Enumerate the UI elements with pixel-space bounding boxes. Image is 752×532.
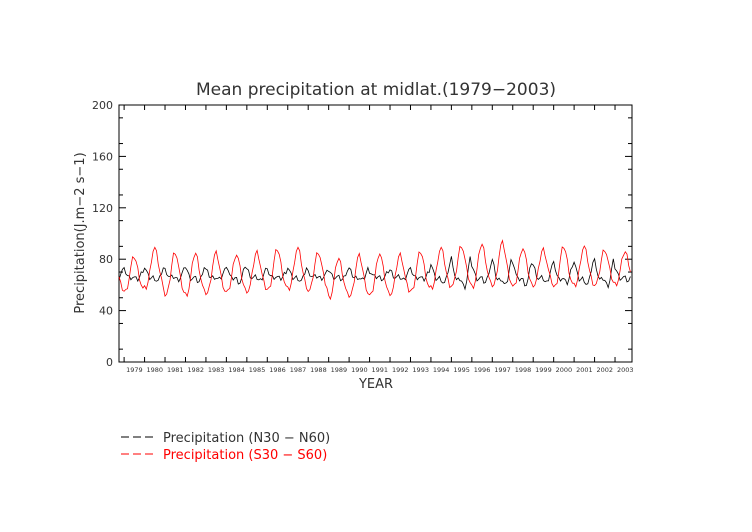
x-tick-label: 1993 — [412, 366, 429, 374]
plot-frame — [118, 104, 633, 363]
y-tick-label: 200 — [92, 99, 113, 112]
y-tick-label: 120 — [92, 202, 113, 215]
x-tick-label: 1981 — [167, 366, 184, 374]
x-tick-label: 1998 — [515, 366, 532, 374]
x-tick-label: 2001 — [576, 366, 593, 374]
x-tick-label: 1995 — [453, 366, 470, 374]
x-tick-label: 2003 — [617, 366, 634, 374]
x-tick-label: 1988 — [310, 366, 327, 374]
y-tick-label: 40 — [99, 305, 113, 318]
x-tick-label: 2000 — [556, 366, 573, 374]
legend-label-north: Precipitation (N30 − N60) — [163, 431, 330, 446]
x-tick-label: 1979 — [126, 366, 143, 374]
series-lines — [118, 239, 631, 301]
x-tick-label: 1994 — [433, 366, 450, 374]
y-tick-label: 80 — [99, 253, 113, 266]
x-tick-label: 1980 — [147, 366, 164, 374]
x-tick-label: 1989 — [331, 366, 348, 374]
x-tick-label: 1999 — [535, 366, 552, 374]
y-tick-label: 0 — [106, 356, 113, 369]
legend: Precipitation (N30 − N60) Precipitation … — [121, 431, 330, 463]
x-tick-label: 1985 — [249, 366, 266, 374]
x-tick-label: 1987 — [290, 366, 307, 374]
x-tick-label: 1982 — [187, 366, 204, 374]
y-tick-label: 160 — [92, 150, 113, 163]
series-line-south — [118, 239, 631, 301]
x-tick-label: 1992 — [392, 366, 409, 374]
series-line-north — [118, 256, 631, 291]
y-axis-label: Precipitation(J.m−2 s−1) — [73, 152, 88, 313]
x-tick-label: 1996 — [474, 366, 491, 374]
y-axis: 0 40 80 120 160 200 — [92, 99, 632, 369]
legend-label-south: Precipitation (S30 − S60) — [163, 448, 327, 463]
x-tick-label: 1983 — [208, 366, 225, 374]
x-tick-label: 2002 — [597, 366, 614, 374]
chart-title: Mean precipitation at midlat.(1979−2003) — [196, 80, 556, 100]
x-tick-label: 1997 — [494, 366, 511, 374]
x-tick-label: 1991 — [372, 366, 389, 374]
x-axis-label: YEAR — [358, 377, 393, 392]
x-tick-label: 1990 — [351, 366, 368, 374]
x-tick-label: 1984 — [228, 366, 245, 374]
x-axis: 1979 1980 1981 1982 1983 1984 1985 1986 1987 1988… — [123, 105, 634, 374]
x-tick-label: 1986 — [269, 366, 286, 374]
